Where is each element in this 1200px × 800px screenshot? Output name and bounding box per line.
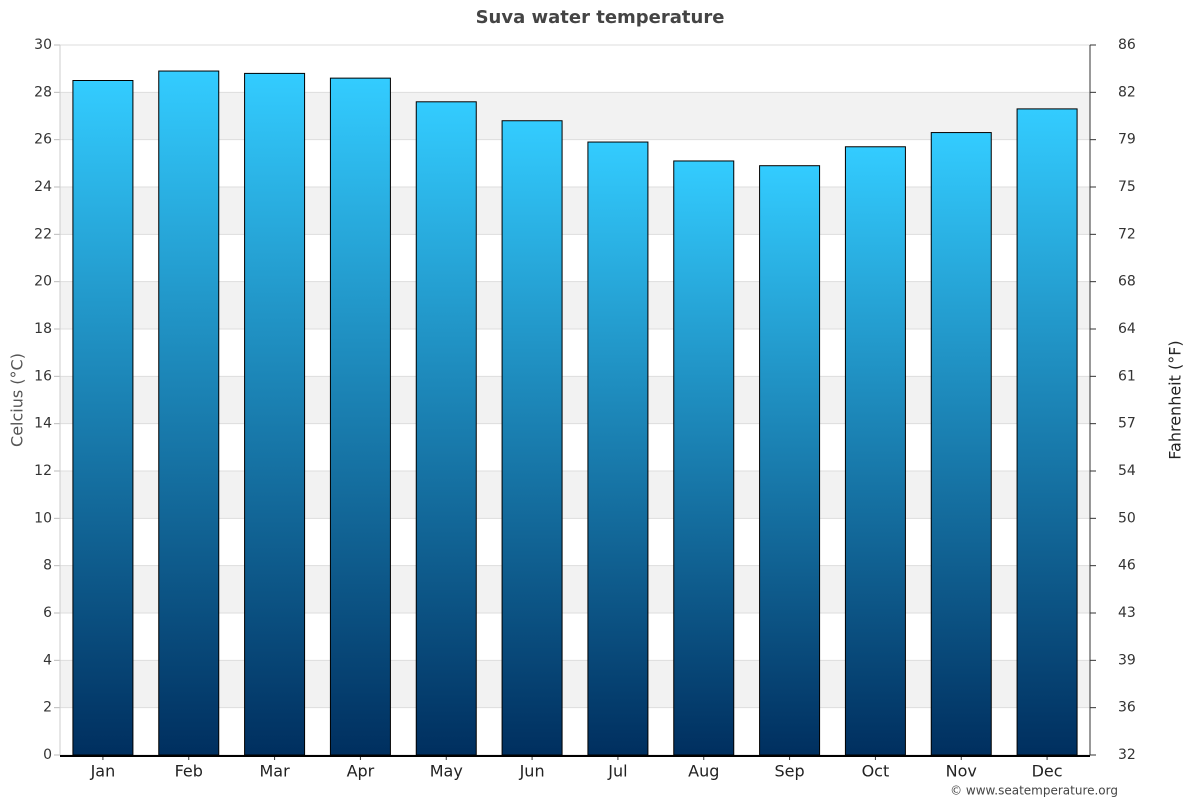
- bar: [72, 80, 134, 756]
- y-tick-label: 16: [34, 368, 52, 384]
- bar: [759, 165, 821, 756]
- bar: [673, 160, 735, 756]
- bar: [1016, 108, 1078, 756]
- y-tick-label: 18: [34, 321, 52, 337]
- grid-band: [60, 376, 1090, 424]
- y2-tick-label: 39: [1118, 652, 1136, 668]
- x-tick-label: Nov: [946, 762, 977, 781]
- y2-tick-label: 36: [1118, 700, 1136, 716]
- x-tick-label: May: [430, 762, 463, 781]
- bar: [329, 77, 391, 756]
- y2-tick-label: 43: [1118, 605, 1136, 621]
- bar: [415, 101, 477, 756]
- x-tick-label: Apr: [347, 762, 375, 781]
- y2-tick-label: 72: [1118, 226, 1136, 242]
- y-tick-label: 2: [43, 700, 52, 716]
- y2-tick-label: 79: [1118, 132, 1136, 148]
- bar: [158, 70, 220, 756]
- grid-band: [60, 281, 1090, 329]
- y2-tick-label: 82: [1118, 84, 1136, 100]
- grid-band: [60, 187, 1090, 235]
- y2-tick-label: 50: [1118, 510, 1136, 526]
- y2-axis-label: Fahrenheit (°F): [1166, 340, 1185, 459]
- y2-tick-label: 57: [1118, 416, 1136, 432]
- y2-tick-label: 46: [1118, 558, 1136, 574]
- bar: [844, 146, 906, 756]
- y-tick-label: 28: [34, 84, 52, 100]
- grid-band: [60, 565, 1090, 613]
- credit: © www.seatemperature.org: [950, 784, 1118, 798]
- y-tick-label: 22: [34, 226, 52, 242]
- x-tick-label: Feb: [175, 762, 203, 781]
- x-tick-label: Dec: [1032, 762, 1063, 781]
- grid-band: [60, 471, 1090, 519]
- y-tick-label: 8: [43, 558, 52, 574]
- y2-tick-label: 68: [1118, 274, 1136, 290]
- y2-tick-label: 54: [1118, 463, 1136, 479]
- chart-title: Suva water temperature: [476, 7, 725, 28]
- y-tick-label: 14: [34, 416, 52, 432]
- y-tick-label: 0: [43, 747, 52, 763]
- bar: [244, 72, 306, 756]
- y2-tick-label: 61: [1118, 368, 1136, 384]
- x-tick-label: Oct: [862, 762, 890, 781]
- x-tick-label: Sep: [775, 762, 805, 781]
- bar: [587, 141, 649, 756]
- y-tick-label: 6: [43, 605, 52, 621]
- y-tick-label: 12: [34, 463, 52, 479]
- y-axis-label: Celcius (°C): [8, 353, 27, 447]
- y-tick-label: 24: [34, 179, 52, 195]
- y2-tick-label: 86: [1118, 37, 1136, 53]
- x-tick-label: Jan: [90, 762, 116, 781]
- bar: [930, 132, 992, 756]
- x-tick-label: Jul: [607, 762, 627, 781]
- x-tick-label: Jun: [519, 762, 545, 781]
- x-tick-label: Aug: [688, 762, 719, 781]
- y-tick-label: 4: [43, 652, 52, 668]
- grid-band: [60, 660, 1090, 708]
- y-tick-label: 10: [34, 510, 52, 526]
- bar: [501, 120, 563, 756]
- y-tick-label: 20: [34, 274, 52, 290]
- grid-band: [60, 92, 1090, 140]
- y-tick-label: 26: [34, 132, 52, 148]
- x-tick-label: Mar: [259, 762, 290, 781]
- y2-tick-label: 32: [1118, 747, 1136, 763]
- y-tick-label: 30: [34, 37, 52, 53]
- y2-tick-label: 64: [1118, 321, 1136, 337]
- y2-tick-label: 75: [1118, 179, 1136, 195]
